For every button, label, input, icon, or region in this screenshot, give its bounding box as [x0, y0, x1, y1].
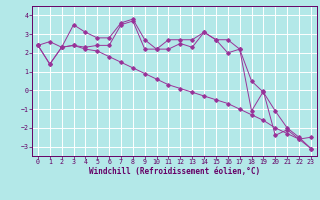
- X-axis label: Windchill (Refroidissement éolien,°C): Windchill (Refroidissement éolien,°C): [89, 167, 260, 176]
